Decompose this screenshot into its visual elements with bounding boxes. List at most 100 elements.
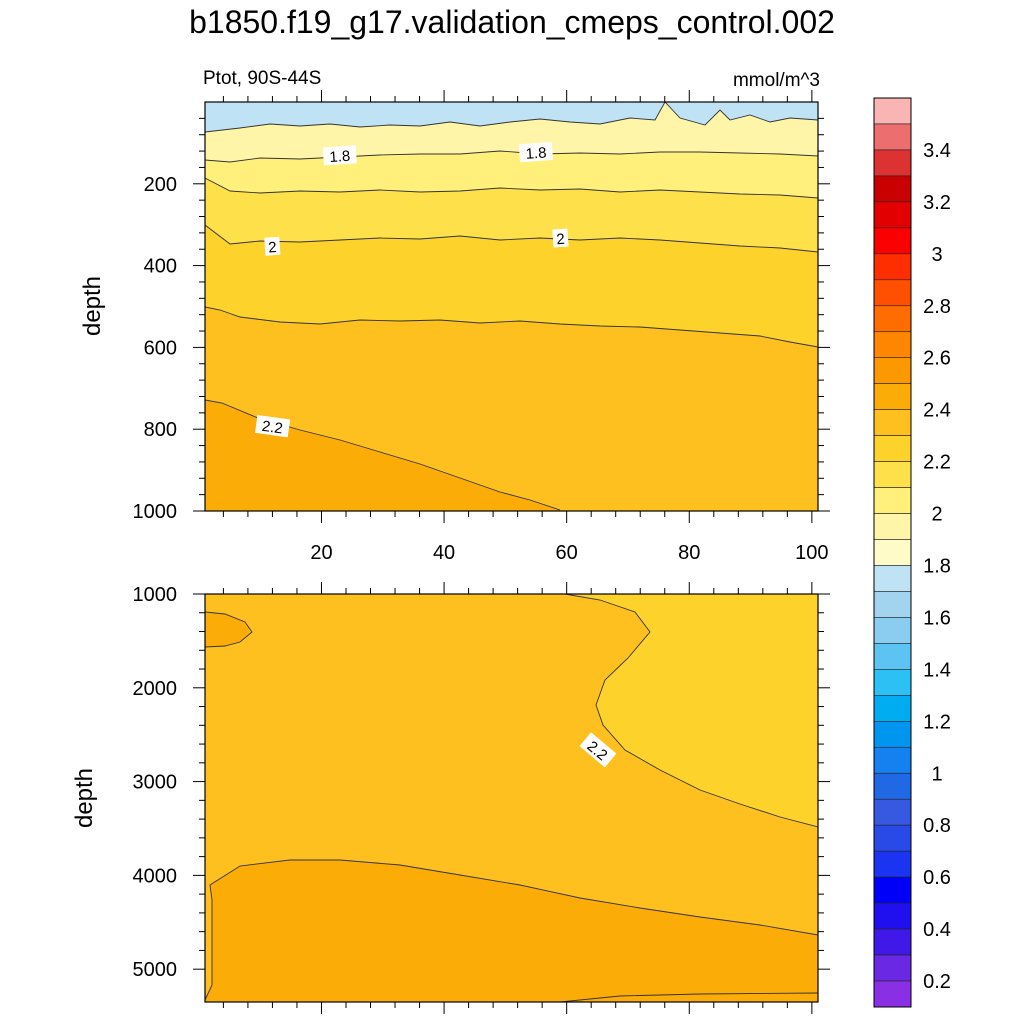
colorbar-box: [873, 461, 912, 488]
contour-label-bg: [264, 236, 281, 256]
colorbar-tick-label: 3.2: [923, 192, 951, 214]
colorbar-tick-label: 1.2: [923, 711, 951, 733]
colorbar-box: [873, 513, 912, 540]
colorbar-box: [873, 798, 912, 826]
colorbar-tick-label: 2.6: [923, 348, 951, 370]
upper-band-orange: [205, 400, 560, 511]
contour-label-bg: [322, 145, 357, 166]
y-tick-label: 5000: [133, 959, 178, 981]
colorbar-box: [873, 695, 912, 722]
colorbar-tick-label: 2.4: [923, 400, 951, 422]
lower-axis-ticks: 1000 2000 3000 4000 5000: [133, 582, 830, 1014]
colorbar-tick-label: 3: [931, 244, 942, 266]
colorbar-box: [873, 669, 912, 696]
chart-title: b1850.f19_g17.validation_cmeps_control.0…: [189, 4, 835, 40]
y-tick-label: 1000: [133, 584, 178, 606]
x-tick-label: 80: [678, 542, 700, 564]
y-tick-label: 800: [144, 419, 177, 441]
upper-y-axis-title: depth: [79, 276, 106, 336]
colorbar-box: [873, 772, 912, 800]
lower-contour-lines: [205, 594, 818, 1002]
panel-left-label: Ptot, 90S-44S: [203, 68, 321, 89]
colorbar-box: [873, 383, 912, 410]
colorbar-box: [873, 928, 912, 956]
colorbar-box: [873, 876, 912, 904]
contour-label-text: 2: [556, 231, 566, 249]
colorbar-box: [873, 850, 912, 878]
contour-label: 2: [552, 228, 569, 249]
contour-label-bg: [552, 228, 569, 248]
x-tick-label: 60: [556, 542, 578, 564]
colorbar-box: [873, 331, 912, 359]
lower-plot-frame: [204, 593, 819, 1003]
y-tick-label: 2000: [133, 678, 178, 700]
contour-label: 1.8: [518, 141, 554, 163]
lower-band-gold: [565, 594, 818, 827]
colorbar-tick-label: 0.4: [923, 919, 951, 941]
y-tick-label: 200: [144, 174, 177, 196]
x-tick-label: 40: [433, 542, 455, 564]
colorbar-box: [873, 97, 912, 125]
x-tick-label: 20: [310, 542, 332, 564]
colorbar-box: [873, 175, 912, 203]
colorbar-box: [873, 980, 912, 1008]
colorbar-box: [873, 123, 912, 151]
colorbar-box: [873, 357, 912, 384]
colorbar-tick-label: 1: [931, 763, 942, 785]
colorbar-box: [873, 746, 912, 774]
contour-label-text: 1.8: [329, 148, 351, 166]
upper-contour-labels: 1.8 1.8 2 2 2.2: [254, 141, 569, 438]
lower-band-orange: [205, 860, 818, 1002]
contour-label-bg: [254, 414, 291, 438]
contour-label-text: 1.8: [525, 144, 547, 162]
contour-label: 2.2: [254, 414, 291, 438]
colorbar-box: [873, 824, 912, 852]
y-tick-label: 400: [144, 256, 177, 278]
colorbar-tick-label: 2: [931, 504, 942, 526]
colorbar-tick-label: 1.6: [923, 607, 951, 629]
lower-band-orange-corner: [205, 612, 252, 647]
colorbar: 3.4 3.2 3 2.8 2.6 2.4 2.2 2 1.8 1.6 1.4 1.2 1 0.8 0.6 0…: [873, 97, 951, 1024]
colorbar-frame: [873, 97, 912, 1008]
upper-plot-frame: [204, 101, 819, 512]
panel-units-label: mmol/m^3: [733, 70, 820, 91]
colorbar-box: [873, 539, 912, 566]
colorbar-box: [873, 591, 912, 618]
colorbar-tick-label: 0.6: [923, 867, 951, 889]
colorbar-box: [873, 149, 912, 177]
colorbar-tick-label: 2.8: [923, 296, 951, 318]
upper-contour-field: [205, 102, 818, 511]
colorbar-tick-label: 0.2: [923, 971, 951, 993]
colorbar-box: [873, 435, 912, 462]
colorbar-box: [873, 279, 912, 307]
contour-label: 1.8: [322, 145, 357, 166]
colorbar-box: [873, 954, 912, 982]
colorbar-box: [873, 902, 912, 930]
lower-contour-field: [205, 594, 818, 1002]
colorbar-tick-label: 0: [931, 1023, 942, 1024]
colorbar-box: [873, 643, 912, 670]
colorbar-box: [873, 487, 912, 514]
lower-band-deep: [560, 993, 818, 1002]
colorbar-box: [873, 617, 912, 644]
y-tick-label: 600: [144, 337, 177, 359]
colorbar-box: [873, 565, 912, 592]
y-tick-label: 1000: [133, 501, 178, 523]
colorbar-box: [873, 227, 912, 255]
contour-label-text: 2: [268, 239, 278, 257]
upper-band-pale-blue: [205, 102, 818, 132]
y-tick-label: 3000: [133, 772, 178, 794]
x-tick-label: 100: [795, 542, 828, 564]
y-tick-label: 4000: [133, 865, 178, 887]
colorbar-tick-label: 1.4: [923, 659, 951, 681]
contour-label-bg: [579, 732, 617, 768]
colorbar-box: [873, 721, 912, 748]
colorbar-box: [873, 201, 912, 229]
colorbar-tick-label: 0.8: [923, 815, 951, 837]
lower-y-axis-title: depth: [71, 768, 98, 828]
upper-axis-ticks: 200 400 600 800 1000 20 40 60 80 100: [133, 90, 830, 564]
contour-label-bg: [518, 141, 554, 163]
colorbar-tick-label: 3.4: [923, 140, 951, 162]
contour-label-text: 2.2: [261, 418, 284, 438]
